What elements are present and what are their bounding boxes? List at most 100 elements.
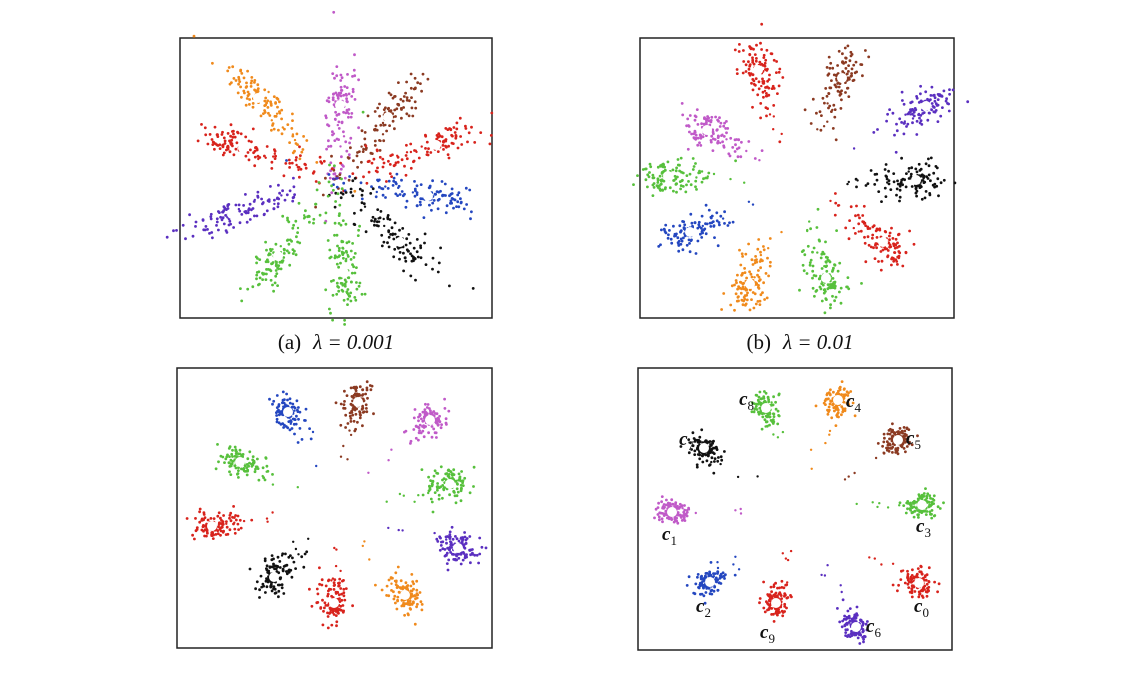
scatter-dot [858,216,861,220]
stray-dot [293,409,296,412]
scatter-dot [250,518,254,522]
scatter-dot [394,115,397,118]
scatter-dot [236,514,240,518]
scatter-dot [927,500,931,504]
scatter-dot [427,147,430,151]
scatter-dot [286,216,289,220]
scatter-dot [404,602,408,606]
scatter-dot [740,140,743,144]
cluster-center [878,237,888,247]
scatter-dot [221,145,225,149]
scatter-dot [310,604,314,608]
scatter-dot [250,140,253,144]
scatter-dot [755,57,758,60]
stray-dot [302,217,306,220]
scatter-dot [857,222,861,226]
scatter-dot [386,241,389,245]
scatter-dot [760,412,764,415]
scatter-dot [680,239,684,243]
scatter-dot [832,390,835,394]
scatter-dot [711,220,715,224]
scatter-dot [348,141,351,145]
scatter-dot [339,91,343,95]
scatter-dot [769,596,772,600]
stray-dot [878,502,881,505]
scatter-dot [754,255,757,258]
scatter-dot [649,165,653,169]
stray-dot [909,575,912,579]
scatter-dot [192,34,196,38]
scatter-dot [248,98,252,101]
scatter-dot [255,147,259,151]
scatter-dot [700,592,704,596]
scatter-dot [244,193,247,196]
cluster-center [283,407,293,417]
stray-dot [271,483,275,486]
scatter-dot [844,56,847,60]
scatter-dot [777,70,781,74]
scatter-dot [321,598,324,602]
scatter-dot [412,255,415,259]
scatter-dot [428,407,431,410]
scatter-dot [238,221,242,225]
scatter-dot [822,288,826,292]
scatter-dot [225,231,229,234]
scatter-dot [718,116,721,120]
scatter-dot [892,180,896,184]
scatter-dot [747,71,751,75]
scatter-dot [358,224,361,228]
scatter-dot [418,429,421,432]
stray-dot [737,568,741,571]
scatter-dot [460,540,464,544]
scatter-dot [351,179,355,183]
scatter-dot [340,88,343,92]
scatter-dot [748,270,751,274]
scatter-dot [358,416,362,420]
scatter-dot [217,228,220,232]
scatter-dot [656,513,660,516]
scatter-dot [905,433,908,437]
scatter-dot [354,412,358,416]
scatter-dot [264,96,268,100]
scatter-dot [221,210,224,214]
scatter-dot [304,209,307,213]
scatter-dot [432,199,436,202]
scatter-dot [444,421,448,425]
scatter-dot [370,219,373,223]
stray-dot [829,199,832,203]
scatter-dot [886,254,890,258]
scatter-dot [758,597,762,600]
scatter-dot [419,183,423,187]
scatter-dot [832,103,836,107]
scatter-dot [194,225,197,228]
scatter-dot [282,252,286,255]
scatter-dot [898,184,902,188]
scatter-dot [758,278,762,281]
scatter-dot [687,506,690,510]
cluster-center [235,457,245,467]
scatter-dot [927,580,931,583]
scatter-dot [405,112,409,116]
scatter-dot [781,614,785,618]
scatter-dot [769,594,772,597]
stray-dot [781,552,784,555]
scatter-dot [304,407,308,411]
scatter-dot [360,197,364,201]
stray-dot [289,422,292,425]
scatter-dot [923,575,927,579]
scatter-dot [273,281,277,285]
scatter-dot [396,598,399,602]
scatter-dot [454,558,457,562]
scatter-dot [933,110,937,114]
label-base: c [906,428,915,449]
scatter-dot [365,380,369,384]
scatter-dot [308,587,311,591]
scatter-dot [372,412,375,416]
scatter-dot [230,452,234,456]
scatter-dot [933,185,936,189]
stray-dot [402,494,405,497]
scatter-dot [459,197,462,201]
scatter-dot [232,129,235,133]
scatter-dot [844,60,848,64]
scatter-dot [908,590,912,594]
